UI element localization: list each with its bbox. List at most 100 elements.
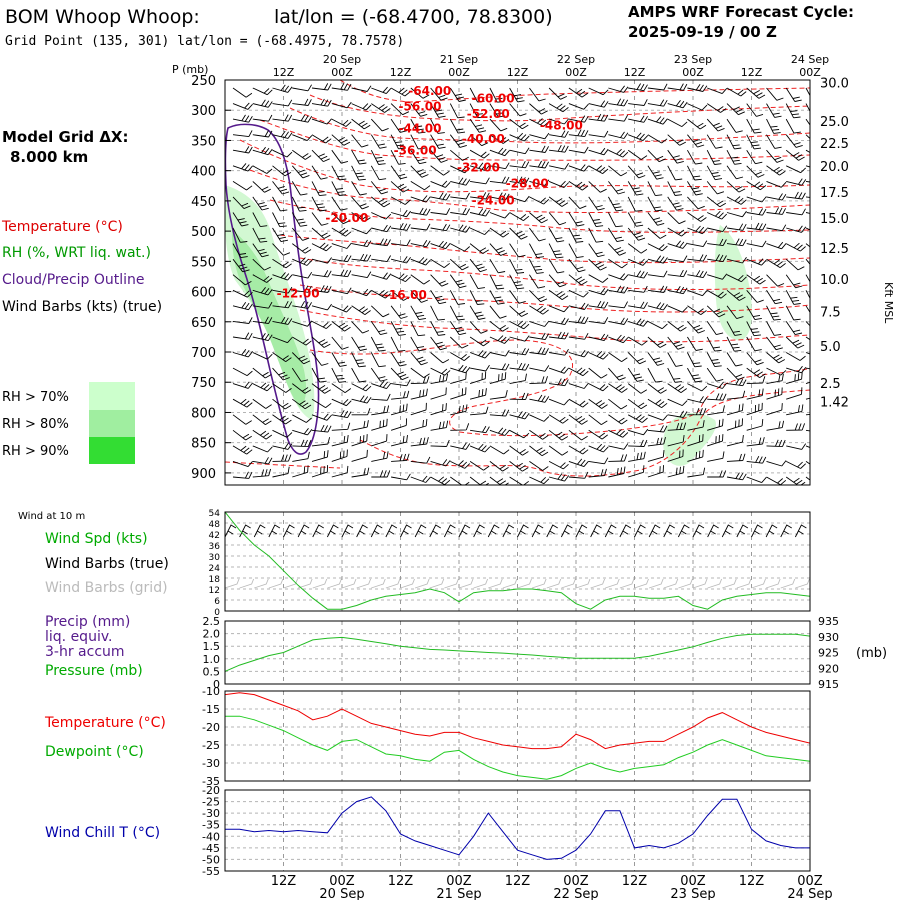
wind-barb: [746, 118, 762, 134]
surface-wind-barb-grid: [751, 578, 766, 589]
header: BOM Whoop Whoop: lat/lon = (-68.4700, 78…: [5, 3, 854, 49]
surface-wind-barb-grid: [488, 578, 503, 589]
surface-wind-barb-grid: [634, 578, 649, 589]
wind-barb: [785, 134, 803, 148]
wind-barb: [450, 387, 467, 400]
wind-barb: [746, 87, 766, 99]
surface-wind-barb: [502, 524, 515, 538]
wind-barb: [786, 208, 806, 216]
wind-barb: [746, 336, 762, 352]
wind-barb: [529, 212, 548, 224]
wind-barb: [786, 460, 807, 469]
wind-barb: [391, 222, 411, 231]
wind-barb: [469, 336, 490, 347]
wind-barb: [291, 196, 307, 212]
wind-barb: [766, 352, 786, 364]
wind-barb: [252, 352, 273, 360]
wind-barb: [292, 398, 312, 410]
wind-barb: [608, 98, 629, 107]
wind-barb: [232, 414, 252, 425]
wind-barb: [548, 305, 570, 313]
wind-barb: [568, 212, 585, 227]
wind-barb: [351, 134, 369, 148]
wind-barb: [469, 476, 489, 485]
contour-60: [309, 94, 810, 122]
wind-barb: [331, 149, 349, 164]
wind-barb: [786, 191, 806, 200]
surface-wind-barb-grid: [400, 578, 415, 589]
wind-barb: [489, 212, 510, 219]
wind-barb: [449, 321, 467, 336]
wind-barb: [548, 429, 569, 441]
wind-barb: [785, 476, 806, 485]
wind-barb: [232, 381, 253, 389]
wind-barb: [785, 149, 805, 161]
wind-barb: [706, 134, 723, 149]
wind-barb: [628, 451, 646, 462]
wind-barb: [450, 243, 470, 252]
wind-barb: [667, 269, 688, 278]
wind-barb: [370, 181, 389, 195]
top-date-label: 22 Sep: [557, 53, 595, 66]
wind-barb: [706, 367, 724, 382]
pressure-tick: 450: [191, 195, 216, 210]
accum-legend: 3-hr accum: [45, 644, 125, 660]
wind-barb: [726, 305, 744, 320]
wind-barb: [647, 336, 667, 348]
wind-barb: [726, 257, 747, 264]
wind-barb: [272, 316, 293, 325]
top-time-tick: 12Z: [390, 66, 412, 79]
pressure-tick: 400: [191, 165, 216, 180]
wind-barb: [608, 443, 629, 450]
wind-barb: [667, 286, 688, 295]
wind-barb: [726, 223, 747, 231]
wind-barb: [667, 435, 685, 447]
wind-barb: [292, 336, 312, 346]
wind-barb: [766, 274, 785, 287]
wind-barb: [232, 332, 253, 340]
kft-axis-label: Kft MSL: [882, 282, 895, 324]
wind-barb: [292, 439, 312, 448]
surface-wind-barb-grid: [765, 578, 781, 589]
wind-barb: [351, 253, 372, 262]
surface-wind-barb-grid: [517, 578, 532, 589]
contour-20: [309, 339, 810, 437]
wind-barb: [568, 227, 584, 243]
wind-barb: [628, 270, 648, 279]
wind-barb: [351, 434, 368, 447]
surface-wind-barb: [429, 524, 441, 538]
wind-10m-frame: [224, 511, 811, 612]
contour-28: [299, 284, 810, 313]
wind-barb: [292, 320, 313, 327]
wind-barb: [410, 402, 427, 416]
wind-barb: [331, 165, 347, 181]
pressure-right-tick: 915: [818, 678, 839, 691]
wind-barb: [509, 335, 530, 342]
wind-barb: [608, 243, 626, 256]
panel-tick: -55: [202, 865, 220, 878]
wind-barb: [252, 367, 272, 379]
wind-barb: [351, 103, 372, 111]
wind-barb: [785, 321, 803, 336]
wind-barb: [805, 352, 810, 355]
wind-barb: [371, 434, 388, 447]
wind-barb: [331, 269, 352, 278]
wind-barb: [667, 196, 684, 211]
wind-barb: [687, 254, 707, 262]
wind-barb: [232, 274, 252, 286]
wind-barb: [450, 165, 471, 174]
wind-barb: [430, 223, 451, 232]
wind-barb: [430, 459, 451, 467]
wind-barb: [272, 130, 293, 139]
precip-axis: 2.52.01.51.00.50 935 930 925 920 915: [203, 615, 840, 691]
wind-barb: [707, 225, 728, 233]
surface-wind-barb-grid: [414, 578, 430, 589]
wind-barb: [529, 289, 548, 303]
wind-barb: [252, 301, 273, 309]
wind-barb: [232, 445, 253, 455]
wind-barb: [667, 165, 683, 181]
wind-barb: [292, 114, 313, 123]
wind-barb: [766, 207, 786, 215]
top-date-label: 24 Sep: [791, 53, 829, 66]
